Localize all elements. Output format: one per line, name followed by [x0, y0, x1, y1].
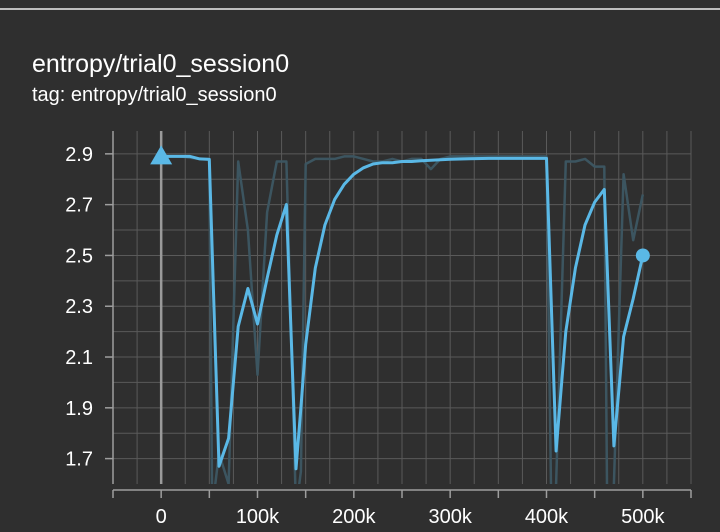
chart-markers: [150, 145, 650, 263]
y-axis-ticks: 1.7 1.9 2.1 2.3 2.5 2.7 2.9: [65, 144, 113, 471]
y-tick-label: 2.1: [65, 347, 93, 369]
chart-card-title: entropy/trial0_session0: [32, 50, 290, 78]
x-axis-ticks: 0 100k 200k 300k 400k 500k: [112, 490, 692, 528]
x-tick-label: 400k: [525, 506, 569, 528]
card-top-border: [0, 0, 720, 10]
end-point-marker[interactable]: [635, 248, 650, 263]
chart-series: [161, 154, 645, 484]
y-tick-label: 2.5: [65, 245, 93, 267]
chart-card-tag: tag: entropy/trial0_session0: [32, 84, 277, 106]
x-tick-label: 200k: [332, 506, 376, 528]
y-tick-label: 2.9: [65, 144, 93, 166]
y-tick-label: 2.3: [65, 296, 93, 318]
x-tick-label: 300k: [428, 506, 472, 528]
y-tick-label: 2.7: [65, 195, 93, 217]
smoothed-series-line[interactable]: [161, 154, 645, 471]
chart-grid: [113, 131, 692, 484]
start-triangle-marker[interactable]: [150, 145, 173, 165]
x-tick-label: 0: [156, 506, 167, 528]
x-tick-label: 500k: [621, 506, 665, 528]
y-tick-label: 1.9: [65, 398, 93, 420]
y-tick-label: 1.7: [65, 449, 93, 471]
x-tick-label: 100k: [236, 506, 280, 528]
